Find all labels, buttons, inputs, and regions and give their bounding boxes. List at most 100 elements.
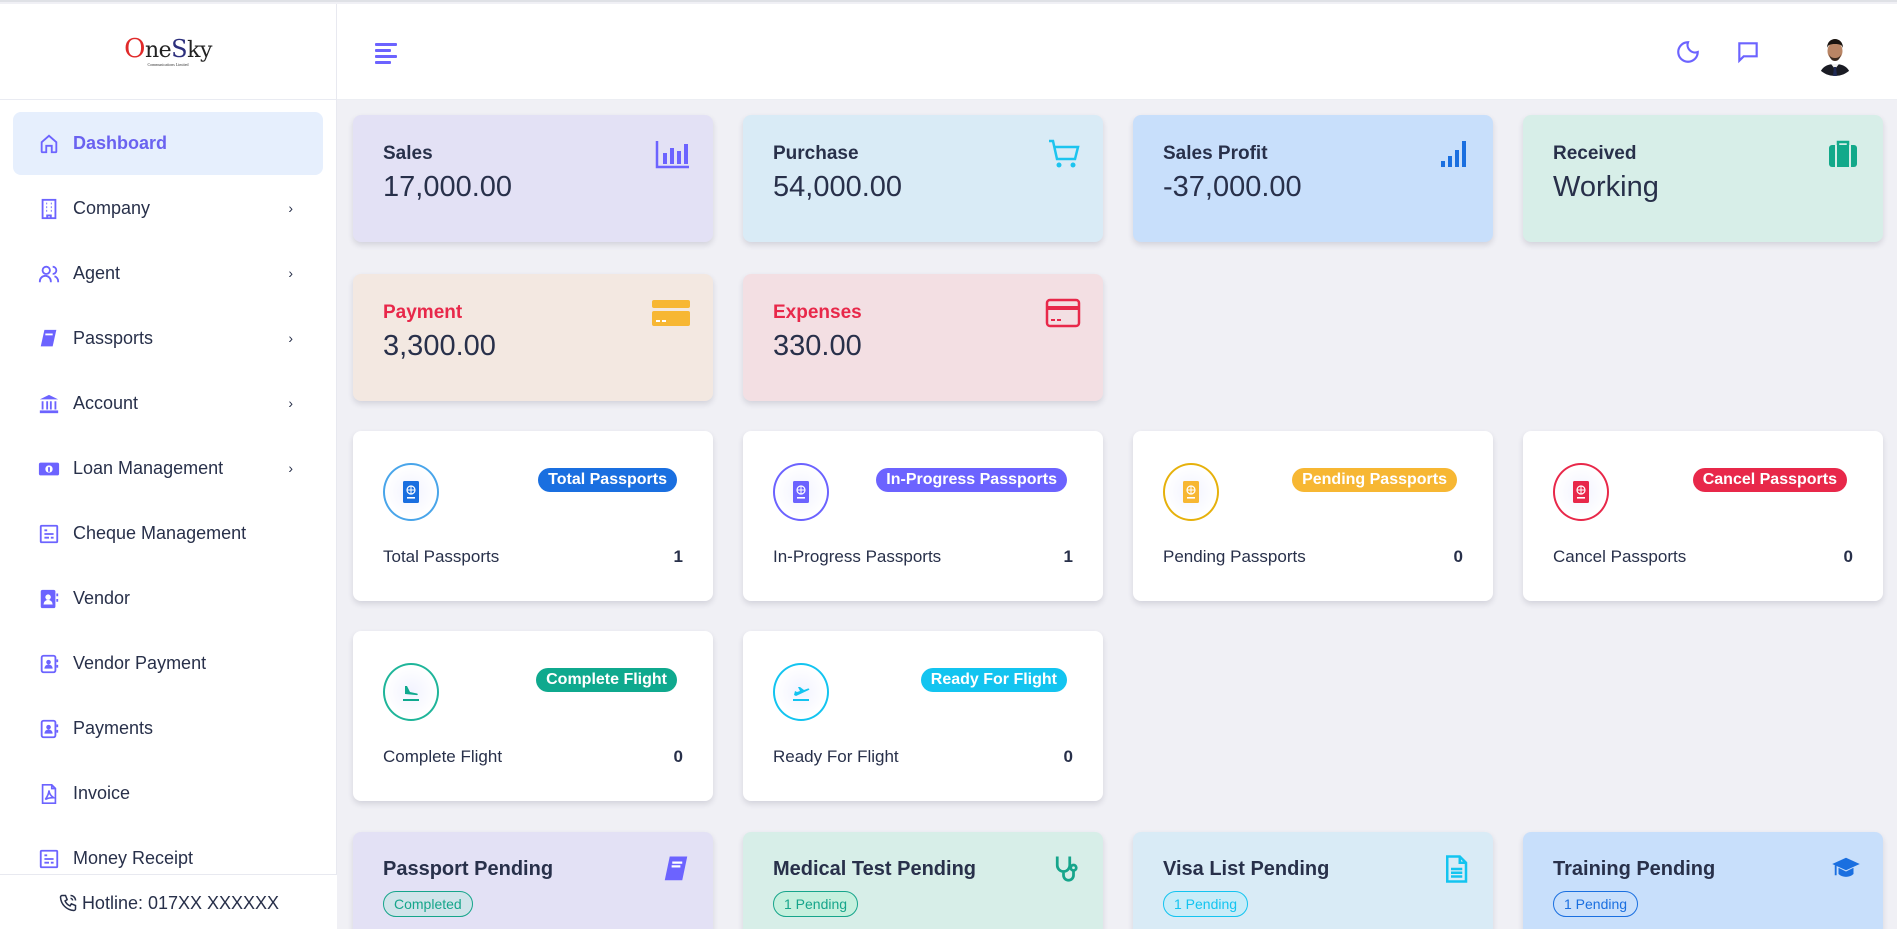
card-label: Total Passports (383, 547, 500, 566)
passport-pending-card[interactable]: Passport Pending Completed (353, 832, 713, 929)
sidebar-item-cheque-management[interactable]: Cheque Management (13, 502, 323, 565)
hamburger-icon[interactable] (375, 43, 397, 64)
sidebar-item-label: Invoice (73, 783, 131, 803)
payment-card[interactable]: Payment 3,300.00 (353, 274, 713, 401)
sidebar-item-label: Cheque Management (73, 523, 247, 543)
pending-passports-card[interactable]: Pending Passports Pending Passports 0 (1133, 431, 1493, 601)
money-icon (37, 457, 61, 481)
logo-ne: ne (144, 38, 172, 63)
sidebar-item-payments[interactable]: Payments (13, 697, 323, 760)
card-label: Cancel Passports (1553, 547, 1687, 566)
status-badge: Total Passports (538, 468, 677, 492)
card-value: Working (1553, 171, 1659, 203)
sidebar-item-label: Loan Management (73, 458, 224, 478)
plane-icon-circle (383, 663, 439, 721)
home-icon (37, 132, 61, 156)
cheque-icon (37, 522, 61, 546)
passport-icon-circle (383, 463, 439, 521)
card-count: 0 (1453, 547, 1463, 566)
card-count: 1 (1063, 547, 1073, 566)
chat-icon[interactable] (1735, 39, 1761, 65)
sidebar-item-account[interactable]: Account › (13, 372, 323, 435)
credit-card-icon (652, 300, 690, 326)
training-pending-card[interactable]: Training Pending 1 Pending (1523, 832, 1883, 929)
card-title: Visa List Pending (1163, 858, 1330, 880)
sidebar-item-vendor-payment[interactable]: Vendor Payment (13, 632, 323, 695)
chevron-right-icon: › (288, 459, 293, 476)
card-value: -37,000.00 (1163, 171, 1302, 203)
signal-icon (1441, 141, 1466, 167)
card-label: Ready For Flight (773, 747, 899, 766)
sidebar-item-label: Money Receipt (73, 848, 194, 868)
ready-for-flight-card[interactable]: Ready For Flight Ready For Flight 0 (743, 631, 1103, 801)
sidebar-item-invoice[interactable]: Invoice (13, 762, 323, 825)
status-badge: 1 Pending (773, 891, 859, 917)
passport-icon (403, 481, 419, 503)
sales-profit-card[interactable]: Sales Profit -37,000.00 (1133, 115, 1493, 242)
passport-icon (793, 481, 809, 503)
sidebar-item-label: Dashboard (73, 133, 168, 153)
chevron-right-icon: › (288, 329, 293, 346)
moon-icon[interactable] (1675, 39, 1701, 65)
briefcase-icon (1829, 140, 1857, 167)
in-progress-passports-card[interactable]: In-Progress Passports In-Progress Passpo… (743, 431, 1103, 601)
chevron-right-icon: › (288, 199, 293, 216)
card-count: 0 (673, 747, 683, 766)
sidebar: OneSky Communications Limited Dashboard … (0, 4, 337, 929)
hotline-text: Hotline: 017XX XXXXXX (81, 892, 280, 913)
status-badge: Cancel Passports (1692, 468, 1847, 492)
logo-area: OneSky Communications Limited (0, 4, 336, 100)
card-label: Pending Passports (1163, 547, 1306, 566)
passport-icon (1573, 481, 1589, 503)
sidebar-item-label: Vendor Payment (73, 653, 207, 673)
cancel-passports-card[interactable]: Cancel Passports Cancel Passports 0 (1523, 431, 1883, 601)
complete-flight-card[interactable]: Complete Flight Complete Flight 0 (353, 631, 713, 801)
hotline-footer[interactable]: Hotline: 017XX XXXXXX (0, 874, 337, 929)
logo-text: OneSky (124, 36, 212, 62)
medical-test-pending-card[interactable]: Medical Test Pending 1 Pending (743, 832, 1103, 929)
status-badge: 1 Pending (1553, 891, 1639, 917)
total-passports-card[interactable]: Total Passports Total Passports 1 (353, 431, 713, 601)
contact-book-outline-icon (37, 717, 61, 741)
sales-card[interactable]: Sales 17,000.00 (353, 115, 713, 242)
passport-icon (1183, 481, 1199, 503)
card-title: Training Pending (1553, 858, 1716, 880)
user-avatar[interactable] (1813, 32, 1857, 76)
card-label: Payment (383, 302, 463, 323)
sidebar-item-loan-management[interactable]: Loan Management › (13, 437, 323, 500)
chevron-right-icon: › (288, 394, 293, 411)
received-card[interactable]: Received Working (1523, 115, 1883, 242)
book-icon (37, 327, 61, 351)
purchase-card[interactable]: Purchase 54,000.00 (743, 115, 1103, 242)
status-badge: Completed (383, 891, 473, 917)
status-badge: Complete Flight (536, 668, 677, 692)
sidebar-item-label: Agent (73, 263, 121, 283)
plane-takeoff-icon (793, 687, 810, 701)
sidebar-item-company[interactable]: Company › (13, 177, 323, 240)
sidebar-item-vendor[interactable]: Vendor (13, 567, 323, 630)
card-label: Received (1553, 143, 1637, 164)
card-title: Passport Pending (383, 858, 554, 880)
status-badge: In-Progress Passports (876, 468, 1067, 492)
sidebar-item-money-receipt[interactable]: Money Receipt (13, 827, 323, 890)
card-label: Complete Flight (383, 747, 503, 766)
plane-icon-circle (773, 663, 829, 721)
credit-card-outline-icon (1045, 298, 1081, 328)
card-label: Sales (383, 143, 433, 164)
sidebar-item-label: Vendor (73, 588, 131, 608)
graduation-cap-icon (1832, 857, 1860, 877)
passport-icon-circle (1553, 463, 1609, 521)
phone-call-icon (59, 894, 77, 912)
contact-book-icon (37, 587, 61, 611)
document-icon (1446, 855, 1468, 883)
sidebar-item-passports[interactable]: Passports › (13, 307, 323, 370)
card-label: Purchase (773, 143, 859, 164)
card-label: Expenses (773, 302, 862, 323)
sidebar-item-agent[interactable]: Agent › (13, 242, 323, 305)
visa-list-pending-card[interactable]: Visa List Pending 1 Pending (1133, 832, 1493, 929)
book-icon (664, 856, 688, 881)
company-logo[interactable]: OneSky Communications Limited (124, 36, 212, 67)
sidebar-item-dashboard[interactable]: Dashboard (13, 112, 323, 175)
expenses-card[interactable]: Expenses 330.00 (743, 274, 1103, 401)
card-title: Medical Test Pending (773, 858, 976, 880)
